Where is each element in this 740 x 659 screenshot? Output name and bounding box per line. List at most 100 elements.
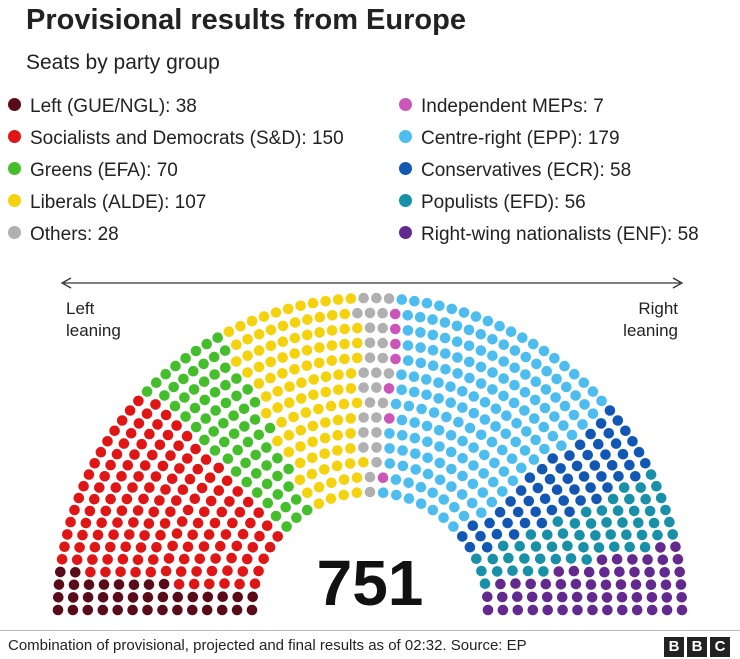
seat-sd [163, 553, 175, 564]
seat-alde [358, 457, 369, 468]
seat-sd [69, 504, 80, 516]
seat-epp [403, 493, 415, 504]
seat-sd [189, 493, 201, 505]
seat-epp [402, 310, 414, 321]
seat-epp [500, 428, 512, 440]
seat-enf [526, 591, 538, 603]
seat-alde [223, 326, 235, 337]
seat-epp [587, 408, 599, 419]
seat-alde [253, 378, 265, 389]
seat-sd [85, 566, 96, 578]
seat-sd [108, 529, 119, 540]
seat-ecr [512, 506, 524, 518]
seat-sd [117, 553, 129, 565]
seat-efa [241, 476, 252, 488]
seat-epp [561, 381, 572, 393]
seat-efa [168, 381, 179, 393]
seat-sd [206, 565, 218, 577]
seat-epp [477, 487, 489, 498]
seat-epp [458, 510, 470, 522]
seat-enf [556, 591, 568, 603]
seat-enf [542, 604, 553, 616]
seat-sd [116, 505, 128, 516]
seat-efa [228, 410, 239, 421]
seat-others [364, 471, 376, 483]
seat-others [364, 322, 376, 334]
seat-enf [674, 566, 685, 578]
seat-efd [612, 505, 624, 516]
legend-swatch-enf [399, 226, 412, 240]
seat-epp [587, 386, 599, 397]
seat-efd [546, 541, 558, 553]
seat-alde [307, 297, 319, 309]
seat-alde [345, 368, 357, 379]
seat-others [383, 368, 395, 379]
seat-sd [78, 480, 89, 492]
seat-gue [201, 604, 213, 616]
seat-enf [627, 554, 638, 565]
seat-ecr [582, 449, 593, 461]
seat-epp [578, 377, 590, 388]
seat-efd [618, 482, 630, 493]
seat-alde [231, 356, 242, 367]
seat-gue [113, 579, 125, 590]
seat-others [377, 307, 388, 319]
seat-efa [219, 436, 230, 448]
seat-efd [519, 553, 530, 564]
seat-efd [497, 540, 509, 552]
seat-epp [479, 449, 490, 461]
seat-ecr [593, 438, 604, 450]
seat-efd [552, 516, 564, 527]
seat-sd [175, 566, 187, 577]
seat-epp [384, 443, 395, 454]
seat-alde [289, 332, 301, 344]
seat-alde [345, 383, 357, 394]
seat-epp [397, 445, 408, 456]
legend-item-epp: Centre-right (EPP): 179 [399, 128, 620, 150]
seat-ecr [555, 463, 566, 474]
seat-epp [463, 324, 475, 336]
seat-sd [247, 542, 259, 553]
seat-efa [209, 387, 221, 398]
seat-sd [210, 553, 221, 564]
legend-label: Independent MEPs [421, 96, 583, 117]
seat-sd [133, 395, 144, 407]
seat-epp [422, 436, 433, 448]
seat-epp [559, 360, 570, 372]
seat-sd [147, 449, 158, 461]
seat-sd [95, 446, 107, 458]
seat-alde [272, 386, 284, 397]
seat-epp [516, 462, 527, 474]
legend-swatch-gue [8, 98, 21, 112]
seat-efa [150, 377, 162, 388]
seat-alde [339, 338, 350, 350]
seat-epp [468, 460, 479, 471]
seat-sd [192, 463, 204, 475]
seat-ecr [551, 484, 563, 495]
seat-alde [284, 381, 295, 392]
seat-efa [188, 384, 200, 395]
seat-epp [390, 474, 402, 485]
legend-swatch-ecr [399, 162, 412, 176]
seat-alde [265, 340, 277, 352]
seat-efd [648, 517, 660, 529]
seat-alde [242, 367, 253, 378]
seat-enf [614, 566, 625, 578]
seat-alde [231, 339, 242, 350]
seat-epp [397, 460, 409, 472]
seat-epp [434, 300, 445, 312]
seat-epp [434, 474, 446, 486]
seat-enf [599, 566, 610, 578]
seat-enf [585, 579, 597, 590]
seat-epp [475, 361, 487, 373]
seat-efa [208, 426, 219, 437]
seat-enf [661, 592, 673, 603]
seat-epp [409, 432, 421, 444]
seat-gue [127, 604, 138, 616]
seat-sd [111, 448, 123, 460]
seat-enf [657, 554, 669, 566]
seat-efa [232, 444, 243, 456]
seat-sd [133, 471, 144, 482]
seat-ecr [491, 528, 503, 540]
seat-enf [571, 591, 583, 603]
